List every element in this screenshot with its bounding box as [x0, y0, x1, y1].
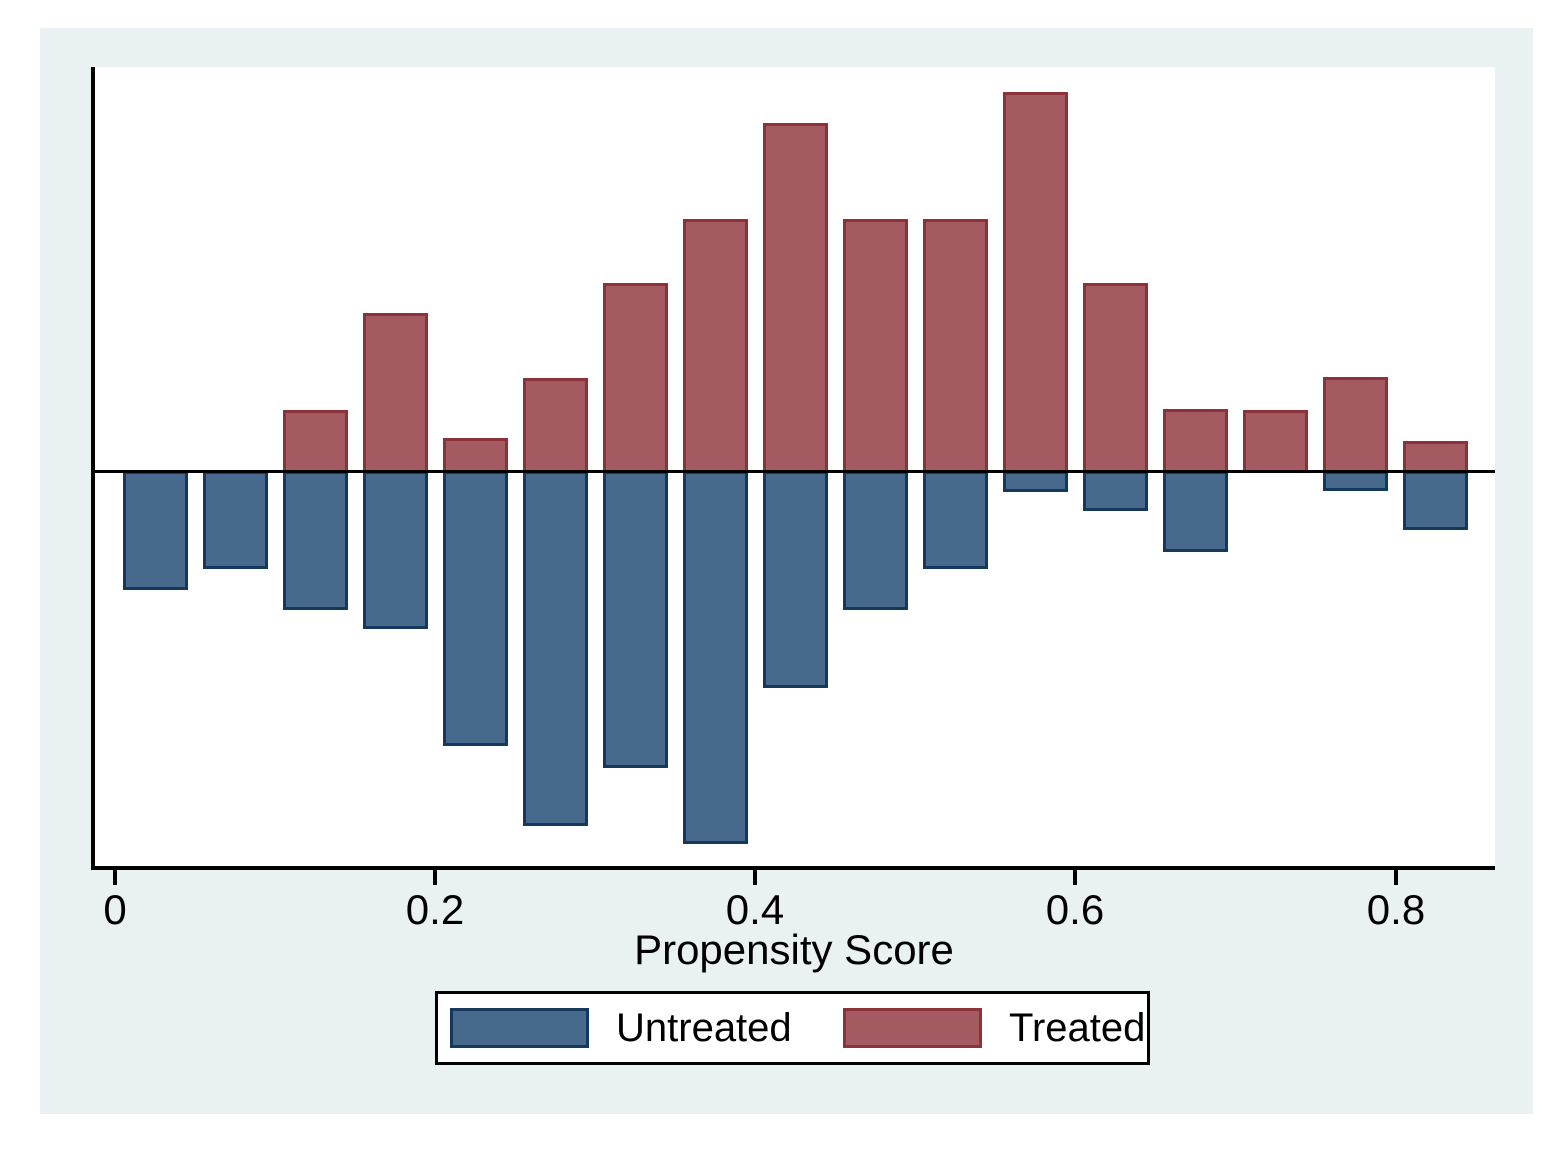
untreated-bar [1323, 471, 1388, 491]
untreated-bar [1163, 471, 1228, 552]
treated-bar [283, 410, 348, 473]
treated-bar [923, 219, 988, 473]
x-tick [753, 870, 757, 885]
x-tick-label: 0.6 [1045, 886, 1105, 933]
treated-bar [763, 123, 828, 473]
untreated-bar [283, 471, 348, 610]
x-axis [91, 866, 1495, 870]
x-tick-label: 0.4 [725, 886, 785, 933]
x-axis-title: Propensity Score [634, 926, 954, 973]
treated-legend-label: Treated [1009, 1006, 1146, 1050]
treated-swatch [843, 1008, 982, 1048]
treated-bar [523, 378, 588, 473]
untreated-bar [1003, 471, 1068, 492]
x-tick-label: 0.2 [405, 886, 465, 933]
zero-baseline [93, 470, 1495, 473]
untreated-bar [923, 471, 988, 569]
x-tick [1073, 870, 1077, 885]
treated-bar [1003, 92, 1068, 473]
treated-bar [1243, 410, 1308, 473]
x-tick-label: 0.8 [1366, 886, 1426, 933]
untreated-bar [203, 471, 268, 569]
untreated-swatch [450, 1008, 589, 1048]
x-tick [113, 870, 117, 885]
x-tick-label: 0 [103, 886, 127, 933]
treated-bar [603, 283, 668, 473]
treated-bar [683, 219, 748, 473]
untreated-bar [1403, 471, 1468, 530]
treated-bar [1163, 409, 1228, 473]
treated-bar [443, 438, 508, 473]
treated-bar [1083, 283, 1148, 473]
x-tick [433, 870, 437, 885]
y-axis [91, 67, 95, 870]
untreated-bar [363, 471, 428, 629]
untreated-bar [123, 471, 188, 590]
treated-bar [843, 219, 908, 473]
untreated-legend-label: Untreated [616, 1006, 792, 1050]
untreated-bar [843, 471, 908, 610]
untreated-bar [683, 471, 748, 844]
untreated-bar [443, 471, 508, 746]
untreated-bar [523, 471, 588, 826]
treated-bar [1403, 441, 1468, 473]
untreated-bar [763, 471, 828, 688]
treated-bar [363, 313, 428, 473]
untreated-bar [1083, 471, 1148, 511]
treated-bar [1323, 377, 1388, 473]
untreated-bar [603, 471, 668, 768]
legend: Untreated Treated [435, 991, 1150, 1065]
x-tick [1394, 870, 1398, 885]
